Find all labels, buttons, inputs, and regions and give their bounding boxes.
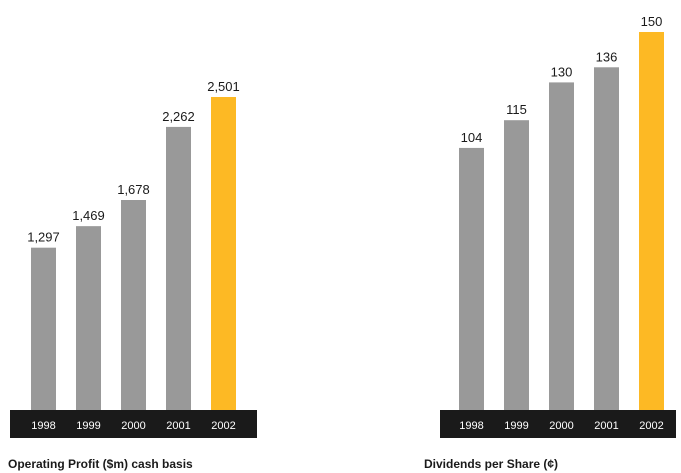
value-label-2000: 130 <box>551 64 573 79</box>
value-label-2002: 2,501 <box>207 79 240 94</box>
value-label-1999: 115 <box>506 102 527 117</box>
year-band <box>10 410 257 438</box>
chart-operating-profit: 1,297 1998 1,469 1999 1,678 2000 2,262 2001 2,50… <box>10 79 257 438</box>
year-label-2002: 2002 <box>639 420 663 432</box>
bar-2001 <box>594 67 619 410</box>
year-label-2001: 2001 <box>166 420 190 432</box>
year-label-2000: 2000 <box>549 420 573 432</box>
value-label-1999: 1,469 <box>72 208 105 223</box>
year-label-2000: 2000 <box>121 420 145 432</box>
year-label-2001: 2001 <box>594 420 618 432</box>
chart-dividends: 104 1998 115 1999 130 2000 136 2001 150 2002 <box>440 14 676 438</box>
value-label-1998: 1,297 <box>27 230 60 245</box>
chart-title-operating-profit: Operating Profit ($m) cash basis <box>8 457 193 471</box>
bar-1999 <box>76 226 101 410</box>
year-label-1998: 1998 <box>459 420 483 432</box>
bar-2001 <box>166 126 191 411</box>
bar-1999 <box>504 120 529 410</box>
bar-2002 <box>639 32 664 410</box>
value-label-1998: 104 <box>461 130 483 145</box>
value-label-2001: 136 <box>596 49 618 64</box>
year-label-2002: 2002 <box>211 420 235 432</box>
year-label-1999: 1999 <box>504 420 528 432</box>
value-label-2002: 150 <box>641 14 663 29</box>
value-label-2000: 1,678 <box>117 182 150 197</box>
year-label-1998: 1998 <box>31 420 55 432</box>
bar-2000 <box>549 82 574 411</box>
value-label-2001: 2,262 <box>162 109 195 124</box>
year-band <box>440 410 676 438</box>
year-label-1999: 1999 <box>76 420 100 432</box>
bar-1998 <box>459 147 484 411</box>
bar-1998 <box>31 247 56 410</box>
chart-title-dividends: Dividends per Share (¢) <box>424 457 559 471</box>
bar-2002 <box>211 97 236 410</box>
bar-2000 <box>121 199 146 410</box>
